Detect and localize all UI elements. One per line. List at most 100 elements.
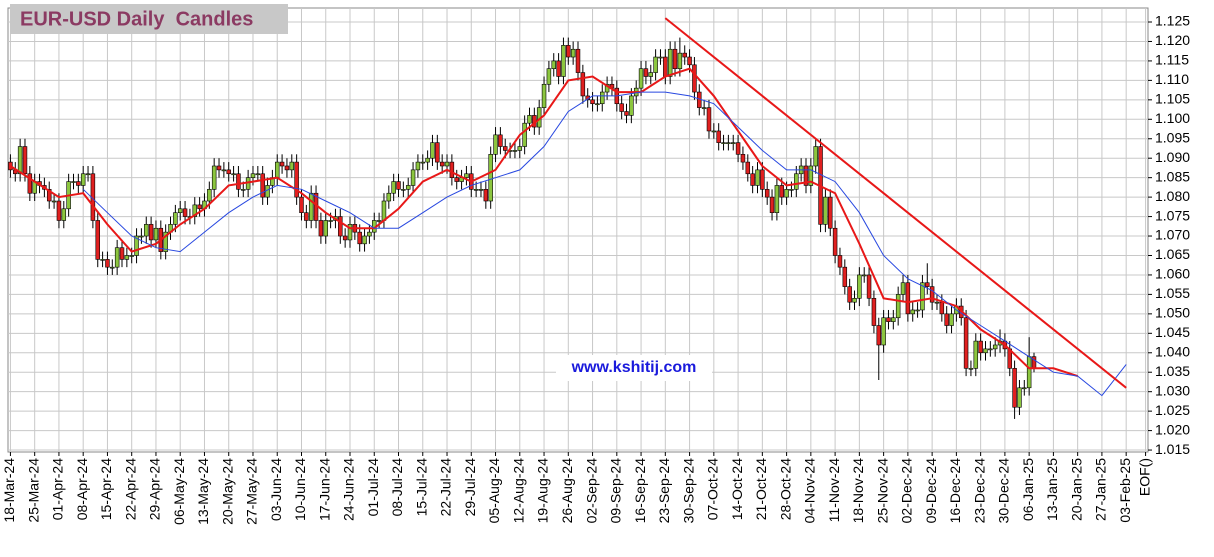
candle-body	[638, 68, 644, 89]
x-tick-label: 17-Jun-24	[316, 458, 332, 521]
y-tick-label: 1.100	[1155, 110, 1190, 126]
x-tick-label: 23-Sep-24	[656, 458, 672, 524]
candle-body	[648, 72, 654, 77]
x-tick-label: 06-Jan-25	[1020, 458, 1036, 521]
x-tick-label: 22-Jul-24	[438, 458, 454, 517]
candle-body	[745, 161, 751, 175]
y-tick-label: 1.095	[1155, 129, 1190, 145]
candle-body	[144, 224, 149, 237]
watermark: www.kshitij.com	[571, 359, 697, 376]
candle-body	[381, 200, 387, 221]
x-tick-label: 15-Apr-24	[98, 458, 114, 520]
candle-body	[197, 204, 202, 210]
candle-body	[551, 60, 556, 70]
candle-body	[600, 91, 605, 105]
candle-body	[857, 274, 862, 299]
candle-body	[22, 146, 28, 175]
candle-body	[905, 282, 911, 315]
y-tick-label: 1.025	[1155, 402, 1190, 418]
y-tick-label: 1.110	[1155, 71, 1189, 87]
x-tick-label: 18-Mar-24	[1, 458, 17, 523]
candle-body	[342, 235, 348, 241]
candle-body	[808, 165, 814, 186]
x-tick-label: 10-Jun-24	[292, 458, 308, 521]
candle-body	[876, 325, 882, 346]
candle-body	[308, 192, 314, 221]
x-tick-label: 25-Mar-24	[25, 458, 41, 523]
y-tick-label: 1.035	[1155, 363, 1190, 379]
candle-body	[323, 220, 328, 237]
y-tick-label: 1.090	[1155, 149, 1190, 165]
x-tick-label: 06-May-24	[171, 458, 187, 525]
candle-body	[522, 122, 527, 147]
y-tick-label: 1.085	[1155, 168, 1190, 184]
candle-body	[318, 220, 324, 237]
candle-body	[1026, 356, 1032, 389]
candle-body	[17, 146, 23, 175]
candle-body	[929, 286, 935, 303]
candle-body	[541, 83, 547, 108]
x-tick-label: 30-Dec-24	[996, 458, 1012, 524]
candle-body	[687, 56, 692, 66]
candle-body	[643, 68, 649, 77]
x-tick-label: 03-Feb-25	[1117, 458, 1133, 523]
candle-body	[231, 173, 236, 176]
x-tick-label: 02-Sep-24	[583, 458, 599, 524]
candle-body	[216, 165, 222, 171]
candle-body	[915, 309, 920, 312]
candle-body	[619, 103, 624, 112]
candle-body	[895, 294, 901, 319]
candle-body	[173, 212, 178, 225]
overlay-line	[82, 91, 1127, 397]
candle-body	[51, 200, 57, 203]
candle-body	[338, 216, 343, 237]
x-tick-label: 02-Dec-24	[899, 458, 915, 524]
candle-body	[764, 189, 770, 198]
candle-body	[653, 56, 658, 73]
candle-body	[667, 48, 673, 77]
candle-body	[405, 185, 411, 190]
candle-body	[910, 309, 915, 315]
candle-body	[114, 247, 120, 268]
candle-body	[284, 165, 290, 171]
candle-body	[211, 165, 217, 190]
x-tick-label: 25-Nov-24	[874, 458, 890, 524]
overlay-line	[9, 67, 1079, 378]
candle-body	[95, 220, 100, 260]
grid	[8, 8, 1148, 452]
candle-body	[464, 173, 469, 178]
candle-body	[250, 173, 256, 178]
y-tick-label: 1.040	[1155, 343, 1190, 359]
marks	[8, 17, 1127, 419]
x-tick-label: 01-Apr-24	[50, 458, 66, 520]
candle-body	[556, 60, 561, 77]
y-tick-label: 1.115	[1155, 52, 1189, 68]
x-tick-label: EOF()	[1136, 458, 1152, 496]
y-tick-label: 1.080	[1155, 188, 1190, 204]
candle-body	[1012, 368, 1017, 408]
candle-body	[861, 274, 867, 277]
x-tick-label: 23-Dec-24	[971, 458, 987, 524]
candle-body	[828, 196, 833, 229]
candle-body	[590, 99, 595, 105]
candle-body	[512, 150, 518, 152]
x-tick-label: 03-Jun-24	[268, 458, 284, 521]
x-tick-label: 27-May-24	[244, 458, 260, 525]
candle-body	[944, 313, 949, 326]
candle-body	[134, 235, 139, 256]
candle-body	[502, 146, 508, 151]
y-tick-label: 1.030	[1155, 382, 1190, 398]
candle-body	[925, 282, 930, 287]
y-tick-label: 1.055	[1155, 285, 1190, 301]
candle-body	[803, 165, 809, 186]
candle-body	[357, 231, 362, 245]
candle-body	[740, 154, 746, 163]
candle-body	[575, 48, 581, 73]
candle-body	[241, 189, 246, 191]
candle-body	[891, 317, 896, 322]
candle-body	[207, 189, 212, 202]
candle-body	[900, 282, 906, 295]
candle-body	[493, 134, 498, 155]
x-tick-label: 27-Jan-25	[1093, 458, 1109, 521]
candle-body	[110, 266, 115, 269]
